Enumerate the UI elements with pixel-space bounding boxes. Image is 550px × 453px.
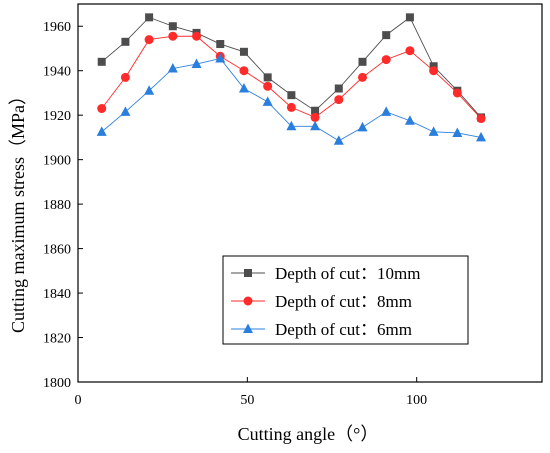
data-point — [215, 52, 226, 63]
series-line — [101, 16, 482, 118]
y-tick-label: 1920 — [43, 109, 71, 124]
data-point — [476, 114, 486, 124]
data-point — [168, 31, 178, 41]
legend-label: Depth of cut：8mm — [275, 292, 412, 311]
data-point — [452, 88, 462, 98]
data-point — [334, 84, 343, 93]
y-tick-label: 1900 — [43, 154, 71, 169]
data-point — [405, 13, 414, 22]
legend-box — [222, 255, 469, 345]
data-point — [239, 66, 249, 76]
data-point — [191, 58, 202, 69]
data-point — [333, 135, 344, 145]
data-point — [120, 106, 131, 116]
data-point — [286, 102, 296, 112]
data-point — [192, 31, 202, 41]
y-tick-label: 1800 — [43, 376, 71, 391]
data-point — [286, 120, 297, 131]
data-point — [381, 106, 392, 116]
data-point — [168, 22, 177, 31]
data-point — [238, 82, 249, 93]
y-tick-label: 1960 — [43, 20, 71, 35]
data-point — [263, 81, 273, 91]
data-point — [97, 57, 106, 66]
data-point — [404, 115, 415, 125]
series-2 — [96, 52, 487, 145]
data-point — [428, 126, 439, 136]
data-point — [357, 72, 367, 82]
data-point — [144, 35, 154, 45]
data-point — [263, 73, 272, 82]
data-point — [287, 91, 296, 100]
y-tick-label: 1880 — [43, 198, 71, 213]
data-point — [310, 120, 321, 131]
legend-marker — [244, 269, 252, 277]
y-axis-label: Cutting maximum stress（MPa） — [8, 87, 28, 333]
data-point — [144, 85, 155, 95]
y-tick-label: 1860 — [43, 243, 71, 258]
series-1 — [97, 31, 486, 124]
data-point — [167, 62, 178, 73]
data-point — [476, 131, 487, 142]
x-tick-label: 50 — [240, 393, 254, 408]
data-point — [358, 57, 367, 66]
data-point — [382, 31, 391, 40]
data-point — [429, 66, 439, 76]
series-0 — [97, 13, 486, 122]
legend-marker — [243, 323, 253, 333]
y-tick-label: 1840 — [43, 287, 71, 302]
data-point — [452, 127, 463, 137]
data-point — [216, 40, 225, 49]
plot-frame — [77, 3, 543, 383]
data-point — [334, 95, 344, 105]
data-point — [120, 72, 130, 82]
data-point — [405, 46, 415, 56]
data-point — [121, 37, 130, 46]
y-tick-label: 1940 — [43, 65, 71, 80]
data-point — [357, 121, 368, 132]
data-point — [262, 96, 273, 106]
data-point — [381, 55, 391, 65]
data-point — [97, 104, 107, 114]
x-axis-label: Cutting angle（°） — [238, 424, 379, 444]
legend-label: Depth of cut：6mm — [275, 320, 412, 339]
x-tick-label: 100 — [406, 393, 427, 408]
x-tick-label: 0 — [75, 393, 82, 408]
y-tick-label: 1820 — [43, 332, 71, 347]
data-point — [145, 13, 154, 22]
legend-label: Depth of cut：10mm — [275, 264, 420, 283]
data-point — [96, 126, 107, 136]
data-point — [310, 112, 320, 122]
data-point — [311, 106, 320, 115]
data-point — [239, 47, 248, 56]
legend-marker — [243, 296, 253, 306]
